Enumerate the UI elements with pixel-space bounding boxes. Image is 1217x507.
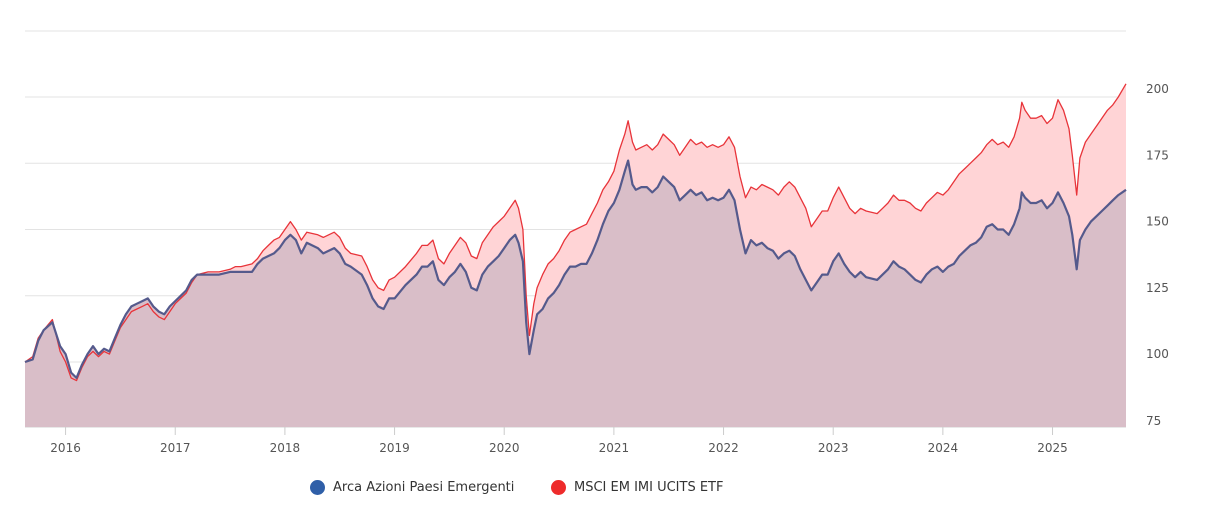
y-tick-label-75: 75 (1146, 414, 1161, 428)
series-line-0 (24, 159, 1127, 379)
x-tick-label-2022: 2022 (708, 441, 739, 455)
series-areas (25, 83, 1126, 428)
y-tick-label-150: 150 (1146, 215, 1169, 229)
x-tick-label-2023: 2023 (818, 441, 849, 455)
x-tick-label-2016: 2016 (50, 441, 81, 455)
legend-dot-fund (310, 479, 325, 495)
series-area-0 (25, 160, 1126, 427)
legend-dot-etf (551, 479, 566, 495)
series-line-1 (24, 83, 1127, 382)
x-tick-label-2019: 2019 (379, 441, 410, 455)
x-tick-label-2018: 2018 (270, 441, 301, 455)
series-lines (24, 83, 1127, 382)
legend-item-etf[interactable]: MSCI EM IMI UCITS ETF (551, 476, 723, 498)
y-tick-label-125: 125 (1146, 281, 1169, 295)
legend-label-etf: MSCI EM IMI UCITS ETF (574, 479, 724, 495)
x-tick-label-2020: 2020 (489, 441, 520, 455)
y-tick-label-175: 175 (1146, 148, 1169, 162)
y-tick-label-200: 200 (1146, 82, 1169, 96)
x-axis-ticks: 2016 2017 2018 2019 2020 2021 2022 2023 2024 2025 (50, 427, 1068, 455)
x-tick-label-2024: 2024 (928, 441, 959, 455)
x-tick-label-2025: 2025 (1037, 441, 1068, 455)
legend-label-fund: Arca Azioni Paesi Emergenti (333, 479, 515, 495)
x-tick-label-2021: 2021 (599, 441, 630, 455)
y-axis-ticks: 75 100 125 150 175 200 (1146, 82, 1169, 428)
chart-legend: Arca Azioni Paesi Emergenti MSCI EM IMI … (0, 476, 1217, 498)
x-tick-label-2017: 2017 (160, 441, 191, 455)
legend-item-fund[interactable]: Arca Azioni Paesi Emergenti (310, 476, 514, 498)
y-tick-label-100: 100 (1146, 347, 1169, 361)
